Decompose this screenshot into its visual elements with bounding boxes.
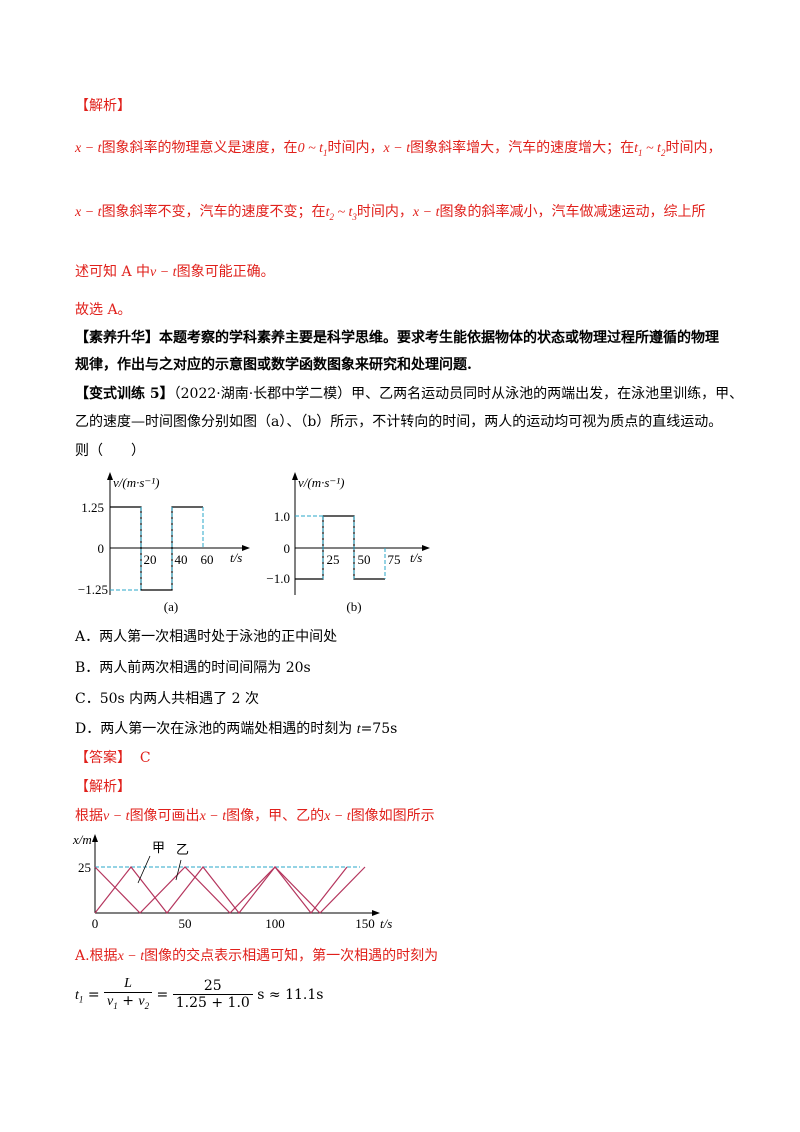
graph-xt-label-jia: 甲 <box>152 840 165 855</box>
literacy-line-2: 规律，作出与之对应的示意图或数学函数图象来研究和处理问题. <box>75 357 472 373</box>
graph-xt-xtick-50: 50 <box>179 916 192 931</box>
graph-a-ylabel: v/(m·s⁻¹) <box>113 475 160 490</box>
graph-a-y-pos: 1.25 <box>81 500 104 515</box>
graph-b-xtick-25: 25 <box>327 552 340 567</box>
graph-b: v/(m·s⁻¹) 1.0 0 −1.0 25 50 75 t/s (b) <box>266 472 430 614</box>
graph-b-y-zero: 0 <box>284 541 291 556</box>
solution-line: A.根据x − t图像的交点表示相遇可知，第一次相遇的时刻为 <box>75 948 439 964</box>
exercise-line-2: 乙的速度—时间图像分别如图（a）、（b）所示，不计转向的时间，两人的运动均可视为… <box>75 414 723 430</box>
answer-line: 【答案】 C <box>75 750 151 766</box>
option-d: D．两人第一次在泳池的两端处相遇的时刻为 t=75s <box>75 721 398 737</box>
graph-xt-xtick-0: 0 <box>92 916 99 931</box>
graph-xt-xtick-100: 100 <box>265 916 285 931</box>
analysis-line-3: 述可知 A 中v − t图象可能正确。 <box>75 264 275 280</box>
choice-line: 故选 A。 <box>75 302 132 318</box>
graph-b-y-neg: −1.0 <box>266 571 290 586</box>
analysis2-line-1: 根据v − t图像可画出x − t图像，甲、乙的x − t图像如图所示 <box>75 808 435 824</box>
graph-a-xtick-60: 60 <box>201 552 214 567</box>
literacy-line-1: 【素养升华】本题考察的学科素养主要是科学思维。要求考生能依据物体的状态或物理过程… <box>75 330 719 346</box>
graph-a-xlabel: t/s <box>230 550 242 565</box>
graph-b-xlabel: t/s <box>410 550 422 565</box>
analysis2-header: 【解析】 <box>75 779 131 795</box>
graph-xt-label-yi: 乙 <box>176 842 189 857</box>
graph-xt-y25: 25 <box>78 860 91 875</box>
graph-b-y-pos: 1.0 <box>274 509 290 524</box>
option-a: A．两人第一次相遇时处于泳池的正中间处 <box>75 629 338 645</box>
graph-xt-ylabel: x/m <box>72 832 92 847</box>
graph-a-caption: (a) <box>164 599 178 614</box>
graph-b-ylabel: v/(m·s⁻¹) <box>298 475 345 490</box>
graph-b-xtick-50: 50 <box>358 552 371 567</box>
graph-b-caption: (b) <box>346 599 361 614</box>
graph-a-xtick-40: 40 <box>175 552 188 567</box>
graph-a-xtick-20: 20 <box>144 552 157 567</box>
fraction-2: 25 1.25 + 1.0 <box>172 978 253 1011</box>
graph-xt-xlabel: t/s <box>380 916 392 931</box>
graph-a-y-neg: −1.25 <box>78 582 108 597</box>
analysis-line-1: x − t图象斜率的物理意义是速度，在0 ~ t1时间内，x − t图象斜率增大… <box>75 140 722 158</box>
graph-b-xtick-75: 75 <box>388 552 401 567</box>
exercise-line-1: 【变式训练 5】（2022·湖南·长郡中学二模）甲、乙两名运动员同时从泳池的两端… <box>75 386 744 402</box>
exercise-line-3: 则（ ） <box>75 443 145 459</box>
graph-a-y-zero: 0 <box>98 541 105 556</box>
analysis-header: 【解析】 <box>75 98 131 114</box>
graph-xt: 甲 乙 x/m 25 0 50 100 150 t/s <box>72 832 392 931</box>
analysis-line-2: x − t图象斜率不变，汽车的速度不变；在t2 ~ t3时间内，x − t图象的… <box>75 204 706 222</box>
graph-xt-xtick-150: 150 <box>355 916 375 931</box>
graph-a: v/(m·s⁻¹) 1.25 0 −1.25 20 40 60 t/s (a) <box>78 472 250 614</box>
option-c: C．50s 内两人共相遇了 2 次 <box>75 691 259 707</box>
option-b: B．两人前两次相遇的时间间隔为 20s <box>75 660 311 676</box>
